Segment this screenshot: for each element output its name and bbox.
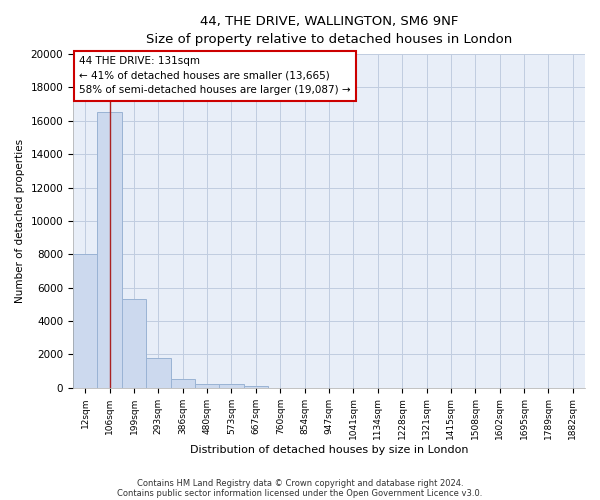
Title: 44, THE DRIVE, WALLINGTON, SM6 9NF
Size of property relative to detached houses : 44, THE DRIVE, WALLINGTON, SM6 9NF Size …	[146, 15, 512, 46]
Text: Contains HM Land Registry data © Crown copyright and database right 2024.: Contains HM Land Registry data © Crown c…	[137, 478, 463, 488]
X-axis label: Distribution of detached houses by size in London: Distribution of detached houses by size …	[190, 445, 468, 455]
Bar	[244, 386, 268, 388]
Text: 44 THE DRIVE: 131sqm
← 41% of detached houses are smaller (13,665)
58% of semi-d: 44 THE DRIVE: 131sqm ← 41% of detached h…	[79, 56, 351, 96]
Bar	[146, 358, 170, 388]
Text: Contains public sector information licensed under the Open Government Licence v3: Contains public sector information licen…	[118, 488, 482, 498]
Bar	[220, 384, 244, 388]
Bar	[73, 254, 97, 388]
Bar	[195, 384, 220, 388]
Bar	[122, 299, 146, 388]
Bar	[170, 380, 195, 388]
Y-axis label: Number of detached properties: Number of detached properties	[15, 139, 25, 303]
Bar	[97, 112, 122, 388]
